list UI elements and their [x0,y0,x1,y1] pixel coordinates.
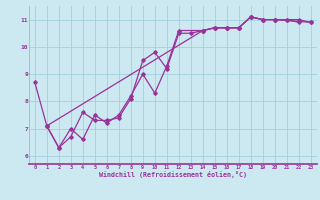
X-axis label: Windchill (Refroidissement éolien,°C): Windchill (Refroidissement éolien,°C) [99,171,247,178]
